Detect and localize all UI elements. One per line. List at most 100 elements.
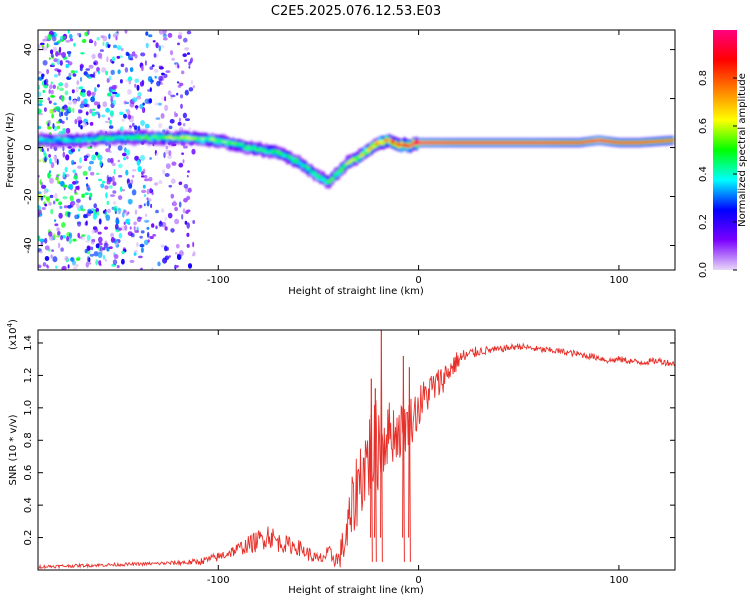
noise-speckle [109,110,114,117]
ridge-cell [372,146,377,148]
colorbar-tick-label: 0.8 [698,70,709,86]
noise-speckle [87,146,93,149]
noise-speckle [150,203,153,209]
noise-speckle [89,192,93,198]
noise-speckle [127,89,132,95]
noise-speckle [171,161,177,166]
noise-speckle [66,116,68,121]
noise-speckle [116,55,121,59]
noise-speckle [112,44,118,49]
ridge-cell [360,154,365,157]
ridge-cell [230,141,236,144]
noise-speckle [80,236,86,241]
noise-speckle [49,84,53,90]
noise-speckle [164,226,168,231]
ridge-cell [191,136,197,139]
spectrogram-x-label: Height of straight line (km) [288,286,424,297]
noise-speckle [50,95,55,98]
noise-speckle [96,36,100,41]
noise-speckle [117,159,121,163]
noise-speckle [85,68,90,71]
noise-speckle [65,154,70,161]
noise-speckle [186,232,190,237]
noise-speckle [39,42,45,46]
noise-speckle [180,103,183,109]
noise-speckle [83,158,88,162]
noise-speckle [151,191,154,196]
noise-speckle [58,181,62,185]
noise-speckle [52,46,58,52]
noise-speckle [43,84,48,89]
noise-speckle [62,171,66,178]
colorbar-label: Normalized spectral amplitude [737,73,748,227]
noise-speckle [178,201,182,208]
ridge-cell [306,168,311,171]
noise-speckle [155,225,158,230]
noise-speckle [89,253,95,257]
noise-speckle [174,218,180,225]
noise-speckle [97,251,103,258]
noise-speckle [178,117,181,122]
noise-speckle [82,170,88,176]
snr-y-tick-label: 0.4 [23,497,34,513]
noise-speckle [38,108,42,115]
noise-speckle [174,206,179,212]
noise-speckle [125,219,130,225]
noise-speckle [144,213,148,217]
noise-speckle [178,181,183,186]
noise-speckle [75,70,78,73]
noise-speckle [49,158,52,164]
ridge-cell [98,138,104,141]
noise-speckle [43,195,46,198]
noise-speckle [126,155,129,160]
noise-speckle [137,92,142,97]
colorbar-tick-label: 0.6 [698,118,709,134]
noise-speckle [57,179,60,185]
noise-speckle [66,236,70,242]
noise-speckle [58,82,64,87]
ridge-cell [387,138,392,141]
noise-speckle [51,62,55,66]
noise-speckle [56,227,60,232]
noise-speckle [112,56,116,62]
noise-speckle [96,84,100,88]
noise-speckle [43,189,47,195]
noise-speckle [97,52,103,59]
noise-speckle [121,258,125,265]
noise-speckle [115,33,119,37]
noise-speckle [186,174,189,178]
noise-speckle [67,61,73,66]
snr-spike [408,367,411,562]
snr-frame [37,329,676,571]
noise-speckle [96,101,100,105]
noise-speckle [59,87,64,92]
ridge-cell [77,138,83,141]
noise-speckle [106,200,110,206]
noise-speckle [54,106,59,111]
noise-speckle [136,159,141,166]
noise-speckle [38,99,43,104]
noise-speckle [192,85,196,89]
noise-speckle [108,150,112,154]
noise-speckle [153,69,159,73]
snr-y-scale-close: ) [8,319,19,323]
noise-speckle [129,226,132,230]
noise-speckle [107,208,111,213]
noise-speckle [108,33,111,40]
noise-speckle [107,92,112,97]
noise-speckle [192,253,196,257]
noise-speckle [43,152,48,158]
noise-speckle [152,40,156,43]
ridge-cell [251,146,257,149]
noise-speckle [93,203,97,209]
noise-speckle [44,256,50,261]
ridge-cell [80,139,86,142]
noise-speckle [86,183,89,187]
noise-speckle [57,40,61,44]
noise-speckle [115,36,118,41]
noise-speckle [48,154,51,158]
noise-speckle [62,128,67,132]
noise-speckle [78,109,82,114]
noise-speckle [41,44,44,48]
noise-speckle [96,172,100,176]
